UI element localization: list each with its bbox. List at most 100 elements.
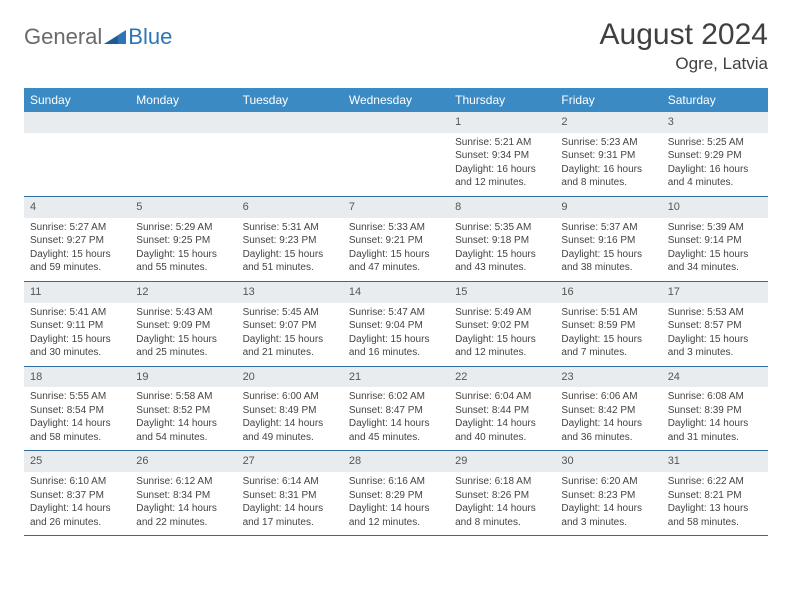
day-number: 29	[449, 451, 555, 472]
day-number: 22	[449, 367, 555, 388]
day-info: Sunrise: 6:20 AMSunset: 8:23 PMDaylight:…	[555, 472, 661, 535]
day-info: Sunrise: 5:29 AMSunset: 9:25 PMDaylight:…	[130, 218, 236, 281]
calendar-week: 1Sunrise: 5:21 AMSunset: 9:34 PMDaylight…	[24, 112, 768, 196]
day-number: 2	[555, 112, 661, 133]
day-info: Sunrise: 5:37 AMSunset: 9:16 PMDaylight:…	[555, 218, 661, 281]
day-info: Sunrise: 6:00 AMSunset: 8:49 PMDaylight:…	[237, 387, 343, 450]
day-info: Sunrise: 6:06 AMSunset: 8:42 PMDaylight:…	[555, 387, 661, 450]
month-title: August 2024	[600, 18, 768, 52]
calendar-header-row: SundayMondayTuesdayWednesdayThursdayFrid…	[24, 88, 768, 112]
calendar-week: 11Sunrise: 5:41 AMSunset: 9:11 PMDayligh…	[24, 281, 768, 366]
day-info: Sunrise: 5:39 AMSunset: 9:14 PMDaylight:…	[662, 218, 768, 281]
day-number: 10	[662, 197, 768, 218]
day-info: Sunrise: 6:22 AMSunset: 8:21 PMDaylight:…	[662, 472, 768, 535]
day-info: Sunrise: 5:53 AMSunset: 8:57 PMDaylight:…	[662, 303, 768, 366]
day-number: 25	[24, 451, 130, 472]
calendar-day-empty	[130, 112, 236, 196]
day-number: 26	[130, 451, 236, 472]
day-number: 30	[555, 451, 661, 472]
day-info: Sunrise: 5:58 AMSunset: 8:52 PMDaylight:…	[130, 387, 236, 450]
calendar-body: 1Sunrise: 5:21 AMSunset: 9:34 PMDaylight…	[24, 112, 768, 536]
day-info: Sunrise: 5:41 AMSunset: 9:11 PMDaylight:…	[24, 303, 130, 366]
day-info: Sunrise: 5:55 AMSunset: 8:54 PMDaylight:…	[24, 387, 130, 450]
location-label: Ogre, Latvia	[600, 54, 768, 74]
day-number: 23	[555, 367, 661, 388]
calendar-day: 21Sunrise: 6:02 AMSunset: 8:47 PMDayligh…	[343, 366, 449, 451]
brand-triangle-icon	[104, 28, 126, 46]
day-info: Sunrise: 6:12 AMSunset: 8:34 PMDaylight:…	[130, 472, 236, 535]
day-number: 21	[343, 367, 449, 388]
day-info: Sunrise: 5:23 AMSunset: 9:31 PMDaylight:…	[555, 133, 661, 196]
day-info: Sunrise: 6:02 AMSunset: 8:47 PMDaylight:…	[343, 387, 449, 450]
calendar-day: 4Sunrise: 5:27 AMSunset: 9:27 PMDaylight…	[24, 196, 130, 281]
calendar-day: 6Sunrise: 5:31 AMSunset: 9:23 PMDaylight…	[237, 196, 343, 281]
day-info: Sunrise: 6:18 AMSunset: 8:26 PMDaylight:…	[449, 472, 555, 535]
day-info: Sunrise: 5:47 AMSunset: 9:04 PMDaylight:…	[343, 303, 449, 366]
day-number: 28	[343, 451, 449, 472]
day-number: 17	[662, 282, 768, 303]
day-info: Sunrise: 6:10 AMSunset: 8:37 PMDaylight:…	[24, 472, 130, 535]
day-info: Sunrise: 6:14 AMSunset: 8:31 PMDaylight:…	[237, 472, 343, 535]
calendar-day: 17Sunrise: 5:53 AMSunset: 8:57 PMDayligh…	[662, 281, 768, 366]
calendar-day: 18Sunrise: 5:55 AMSunset: 8:54 PMDayligh…	[24, 366, 130, 451]
day-info: Sunrise: 6:16 AMSunset: 8:29 PMDaylight:…	[343, 472, 449, 535]
brand-word-1: General	[24, 24, 102, 50]
calendar-day: 2Sunrise: 5:23 AMSunset: 9:31 PMDaylight…	[555, 112, 661, 196]
calendar-day: 7Sunrise: 5:33 AMSunset: 9:21 PMDaylight…	[343, 196, 449, 281]
calendar-table: SundayMondayTuesdayWednesdayThursdayFrid…	[24, 88, 768, 536]
calendar-day: 26Sunrise: 6:12 AMSunset: 8:34 PMDayligh…	[130, 451, 236, 536]
day-number: 5	[130, 197, 236, 218]
day-number: 8	[449, 197, 555, 218]
day-header: Tuesday	[237, 88, 343, 112]
day-number: 4	[24, 197, 130, 218]
day-number: 13	[237, 282, 343, 303]
day-number: 12	[130, 282, 236, 303]
calendar-day: 3Sunrise: 5:25 AMSunset: 9:29 PMDaylight…	[662, 112, 768, 196]
calendar-day: 1Sunrise: 5:21 AMSunset: 9:34 PMDaylight…	[449, 112, 555, 196]
day-info: Sunrise: 6:04 AMSunset: 8:44 PMDaylight:…	[449, 387, 555, 450]
day-info: Sunrise: 5:33 AMSunset: 9:21 PMDaylight:…	[343, 218, 449, 281]
calendar-day: 11Sunrise: 5:41 AMSunset: 9:11 PMDayligh…	[24, 281, 130, 366]
day-info: Sunrise: 6:08 AMSunset: 8:39 PMDaylight:…	[662, 387, 768, 450]
day-number: 14	[343, 282, 449, 303]
day-number: 16	[555, 282, 661, 303]
day-header: Thursday	[449, 88, 555, 112]
day-number: 11	[24, 282, 130, 303]
brand-logo: General Blue	[24, 18, 172, 50]
day-header: Friday	[555, 88, 661, 112]
day-info: Sunrise: 5:31 AMSunset: 9:23 PMDaylight:…	[237, 218, 343, 281]
calendar-day: 24Sunrise: 6:08 AMSunset: 8:39 PMDayligh…	[662, 366, 768, 451]
day-info: Sunrise: 5:25 AMSunset: 9:29 PMDaylight:…	[662, 133, 768, 196]
day-number: 1	[449, 112, 555, 133]
calendar-day: 22Sunrise: 6:04 AMSunset: 8:44 PMDayligh…	[449, 366, 555, 451]
calendar-day: 20Sunrise: 6:00 AMSunset: 8:49 PMDayligh…	[237, 366, 343, 451]
day-number: 9	[555, 197, 661, 218]
calendar-week: 4Sunrise: 5:27 AMSunset: 9:27 PMDaylight…	[24, 196, 768, 281]
day-info: Sunrise: 5:35 AMSunset: 9:18 PMDaylight:…	[449, 218, 555, 281]
calendar-day: 12Sunrise: 5:43 AMSunset: 9:09 PMDayligh…	[130, 281, 236, 366]
brand-word-2: Blue	[128, 24, 172, 50]
day-number: 27	[237, 451, 343, 472]
day-header: Sunday	[24, 88, 130, 112]
calendar-day: 8Sunrise: 5:35 AMSunset: 9:18 PMDaylight…	[449, 196, 555, 281]
calendar-day: 25Sunrise: 6:10 AMSunset: 8:37 PMDayligh…	[24, 451, 130, 536]
day-info: Sunrise: 5:49 AMSunset: 9:02 PMDaylight:…	[449, 303, 555, 366]
day-number: 18	[24, 367, 130, 388]
calendar-day: 27Sunrise: 6:14 AMSunset: 8:31 PMDayligh…	[237, 451, 343, 536]
day-header: Monday	[130, 88, 236, 112]
calendar-day: 16Sunrise: 5:51 AMSunset: 8:59 PMDayligh…	[555, 281, 661, 366]
calendar-day: 31Sunrise: 6:22 AMSunset: 8:21 PMDayligh…	[662, 451, 768, 536]
calendar-page: General Blue August 2024 Ogre, Latvia Su…	[0, 0, 792, 554]
day-number: 20	[237, 367, 343, 388]
day-header: Saturday	[662, 88, 768, 112]
calendar-day-empty	[24, 112, 130, 196]
day-number: 31	[662, 451, 768, 472]
day-number: 19	[130, 367, 236, 388]
day-number: 24	[662, 367, 768, 388]
calendar-day-empty	[237, 112, 343, 196]
day-number: 3	[662, 112, 768, 133]
day-info: Sunrise: 5:51 AMSunset: 8:59 PMDaylight:…	[555, 303, 661, 366]
day-info: Sunrise: 5:43 AMSunset: 9:09 PMDaylight:…	[130, 303, 236, 366]
calendar-day: 10Sunrise: 5:39 AMSunset: 9:14 PMDayligh…	[662, 196, 768, 281]
day-number: 15	[449, 282, 555, 303]
